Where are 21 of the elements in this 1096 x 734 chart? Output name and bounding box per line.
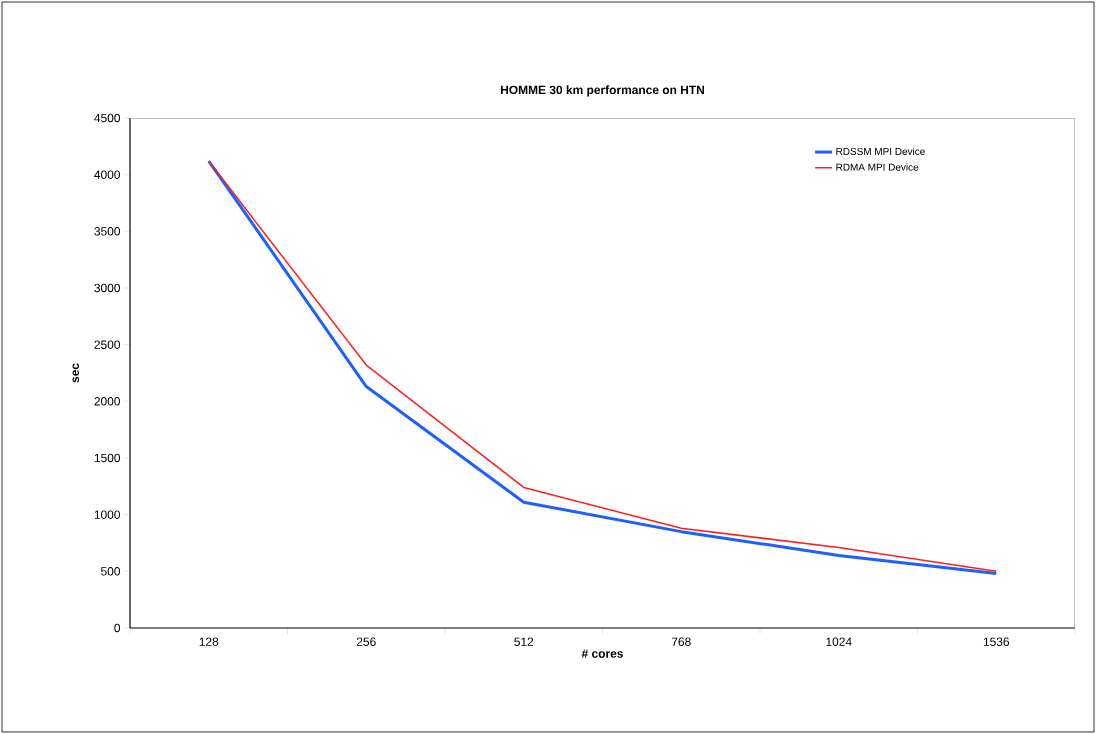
x-axis-title: # cores [581, 649, 623, 658]
y-tick-label: 2000 [94, 397, 121, 406]
y-axis-title: sec [72, 363, 80, 383]
y-tick-label: 3000 [94, 283, 121, 293]
y-tick-label: 1000 [94, 510, 121, 519]
legend-label: RDMA MPI Device [836, 163, 919, 171]
x-tick-label: 256 [356, 637, 376, 646]
chart-title: HOMME 30 km performance on HTN [501, 85, 704, 97]
y-tick-label: 4500 [94, 113, 121, 123]
x-tick-label: 768 [671, 637, 691, 646]
x-tick-label: 1536 [983, 637, 1010, 646]
x-tick-label: 1024 [826, 637, 852, 646]
legend-label: RDSSM MPI Device [836, 147, 925, 155]
y-tick-label: 3500 [94, 227, 121, 236]
y-tick-label: 1500 [94, 453, 121, 463]
y-tick-label: 4000 [94, 170, 121, 179]
x-tick-label: 128 [199, 637, 219, 646]
x-tick-label: 512 [514, 637, 534, 646]
y-tick-label: 2500 [94, 340, 121, 349]
y-tick-label: 500 [101, 567, 121, 576]
y-tick-label: 0 [114, 623, 121, 633]
